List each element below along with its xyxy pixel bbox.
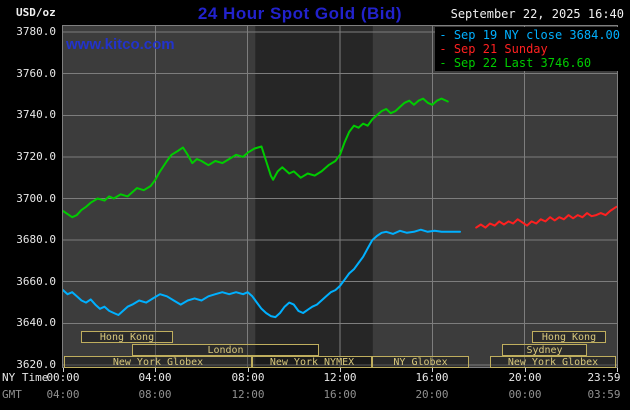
x-axis-label-ny: 20:00 [508, 371, 542, 384]
chart-datetime: September 22, 2025 16:40 [450, 7, 624, 21]
y-axis-tick-label: 3680.0 [16, 233, 56, 246]
x-axis-label-ny: 12:00 [323, 371, 357, 384]
x-axis-label-ny: 00:00 [46, 371, 80, 384]
session-box-hong-kong: Hong Kong [532, 331, 606, 343]
price-line-sep-21-sunday [475, 205, 618, 229]
y-axis-tick-label: 3700.0 [16, 192, 56, 205]
y-axis-tick-label: 3620.0 [16, 358, 56, 371]
x-axis-label-ny: 08:00 [231, 371, 265, 384]
x-axis-tick-mark [340, 368, 341, 372]
price-line-sep-19-ny-close [62, 228, 461, 319]
session-box-ny-globex: NY Globex [372, 356, 469, 368]
kitco-watermark-link[interactable]: www.kitco.com [66, 36, 175, 53]
session-box-new-york-globex: New York Globex [490, 356, 616, 368]
y-axis-tick-label: 3740.0 [16, 108, 56, 121]
x-axis-label-gmt: 00:00 [508, 388, 542, 401]
x-axis-label-ny: 23:59 [587, 371, 621, 384]
x-axis-label-gmt: 08:00 [138, 388, 172, 401]
chart-legend: - Sep 19 NY close 3684.00- Sep 21 Sunday… [435, 27, 624, 71]
x-axis-label-gmt: 20:00 [415, 388, 449, 401]
session-box-london: London [132, 344, 319, 356]
session-box-new-york-nymex: New York NYMEX [252, 356, 372, 368]
x-axis-label-gmt: 16:00 [323, 388, 357, 401]
y-axis-unit-label: USD/oz [16, 6, 56, 19]
x-axis-tick-mark [248, 368, 249, 372]
legend-item: - Sep 19 NY close 3684.00 [439, 28, 620, 42]
x-axis-label-ny: 04:00 [138, 371, 172, 384]
x-axis-tick-mark [617, 368, 618, 372]
session-box-hong-kong: Hong Kong [81, 331, 173, 343]
y-axis-tick-label: 3640.0 [16, 316, 56, 329]
legend-item: - Sep 22 Last 3746.60 [439, 56, 592, 70]
x-axis-tick-mark [63, 368, 64, 372]
x-axis-tick-mark [432, 368, 433, 372]
x-axis-label-gmt: 04:00 [46, 388, 80, 401]
legend-item: - Sep 21 Sunday [439, 42, 548, 56]
plot-area [62, 25, 618, 368]
nymex-floor-session-band [255, 26, 373, 367]
x-axis-tick-mark [525, 368, 526, 372]
ny-time-axis-label: NY Time [2, 371, 49, 384]
y-axis-tick-label: 3780.0 [16, 25, 56, 38]
gmt-axis-label: GMT [2, 388, 22, 401]
x-axis-label-gmt: 03:59 [587, 388, 621, 401]
chart-canvas [62, 26, 618, 367]
x-axis-label-ny: 16:00 [415, 371, 449, 384]
y-axis-tick-label: 3720.0 [16, 150, 56, 163]
x-axis-tick-mark [155, 368, 156, 372]
y-axis-tick-label: 3760.0 [16, 67, 56, 80]
session-box-sydney: Sydney [502, 344, 587, 356]
session-box-new-york-globex: New York Globex [64, 356, 252, 368]
chart-title: 24 Hour Spot Gold (Bid) [197, 4, 403, 23]
y-axis-tick-label: 3660.0 [16, 275, 56, 288]
x-axis-label-gmt: 12:00 [231, 388, 265, 401]
price-line-sep-22-last [62, 97, 449, 219]
